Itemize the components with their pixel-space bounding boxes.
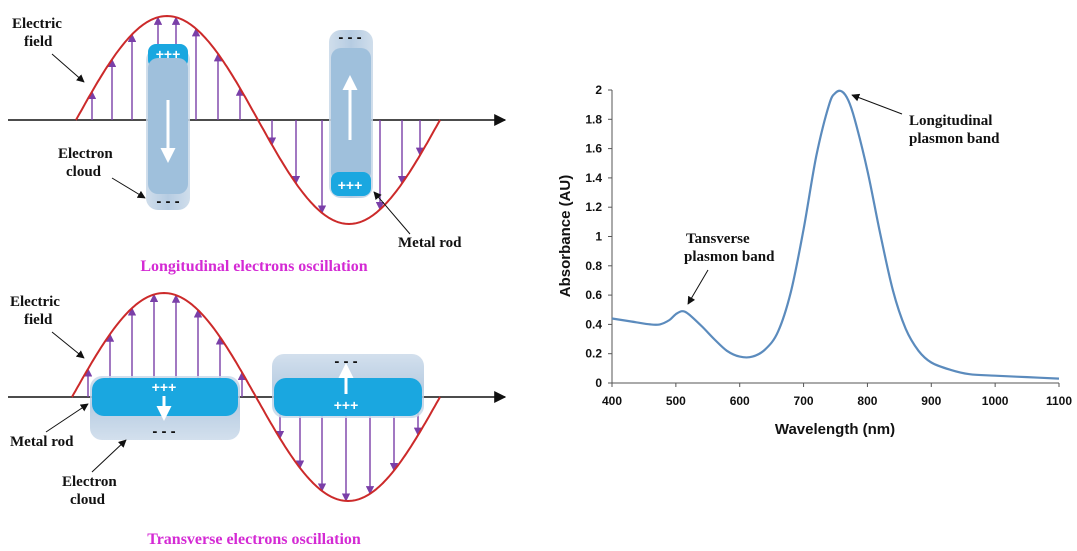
longitudinal-rod-left: +++ - - - <box>146 44 190 210</box>
metal-rod-pointer <box>45 403 89 433</box>
longitudinal-wave <box>75 14 441 226</box>
positive-charge-label: +++ <box>334 397 359 413</box>
metal-rod-label: Metal rod <box>398 235 462 251</box>
y-tick-label: 2 <box>595 83 602 97</box>
metal-rod-label: Metal rod <box>10 434 74 450</box>
y-tick-label: 1.4 <box>585 171 602 185</box>
y-tick-label: 0 <box>595 376 602 390</box>
electron-cloud-label-line2: cloud <box>70 492 106 508</box>
spectrum-line <box>611 89 1060 380</box>
electric-field-label-line2: field <box>24 34 53 50</box>
longitudinal-panel: +++ - - - - - - +++ Electric field Elect… <box>8 14 507 275</box>
x-tick-label: 400 <box>602 394 622 408</box>
rod-core-shape <box>274 378 422 416</box>
x-tick-label: 1000 <box>982 394 1009 408</box>
x-tick-label: 500 <box>666 394 686 408</box>
electric-field-label-line2: field <box>24 312 53 328</box>
longitudinal-caption: Longitudinal electrons oscillation <box>140 258 367 275</box>
transverse-band-label-line1: Tansverse <box>686 231 750 247</box>
longitudinal-band-label-line1: Longitudinal <box>909 113 992 129</box>
transverse-band-label-line2: plasmon band <box>684 249 775 265</box>
longitudinal-band-pointer <box>851 93 903 115</box>
y-tick-label: 0.2 <box>585 347 602 361</box>
negative-charge-label: - - - <box>334 353 357 370</box>
y-ticks: 0 0.2 0.4 0.6 0.8 1 1.2 1.4 1.6 1.8 2 <box>585 83 612 390</box>
x-axis-title: Wavelength (nm) <box>775 421 895 438</box>
transverse-band-pointer <box>687 269 709 305</box>
x-tick-label: 700 <box>794 394 814 408</box>
x-ticks: 400 500 600 700 800 900 1000 1100 <box>602 383 1072 408</box>
longitudinal-rod-right: - - - +++ <box>329 29 373 198</box>
transverse-wave <box>71 291 441 503</box>
electric-field-pointer <box>51 53 85 83</box>
electron-cloud-label-line2: cloud <box>66 164 102 180</box>
positive-charge-label: +++ <box>338 177 363 193</box>
x-tick-label: 600 <box>730 394 750 408</box>
electron-cloud-pointer <box>111 177 146 199</box>
transverse-rod-left: +++ - - - <box>90 376 240 440</box>
x-tick-label: 900 <box>921 394 941 408</box>
y-tick-label: 1.2 <box>585 200 602 214</box>
electric-field-pointer <box>51 331 85 359</box>
absorbance-chart: 400 500 600 700 800 900 1000 1100 0 0.2 0.4 0.6 0.8… <box>557 83 1072 438</box>
y-tick-label: 1.8 <box>585 112 602 126</box>
transverse-panel: +++ - - - - - - +++ Electric field Metal… <box>8 291 507 548</box>
electron-cloud-label-line1: Electron <box>58 146 113 162</box>
negative-charge-label: - - - <box>152 423 175 440</box>
y-axis-title: Absorbance (AU) <box>557 175 574 298</box>
x-tick-label: 1100 <box>1046 394 1072 408</box>
rod-core-shape <box>331 172 371 196</box>
electric-field-label-line1: Electric <box>12 16 62 32</box>
x-tick-label: 800 <box>857 394 877 408</box>
transverse-rod-right: - - - +++ <box>272 353 424 418</box>
metal-rod-pointer <box>373 191 411 235</box>
y-tick-label: 1 <box>595 230 602 244</box>
y-tick-label: 0.4 <box>585 317 602 331</box>
longitudinal-band-label-line2: plasmon band <box>909 131 1000 147</box>
positive-charge-label: +++ <box>156 46 181 62</box>
y-tick-label: 0.8 <box>585 259 602 273</box>
negative-charge-label: - - - <box>338 29 361 46</box>
y-tick-label: 1.6 <box>585 142 602 156</box>
transverse-caption: Transverse electrons oscillation <box>147 531 361 548</box>
electron-cloud-label-line1: Electron <box>62 474 117 490</box>
electron-cloud-pointer <box>91 439 127 473</box>
y-tick-label: 0.6 <box>585 288 602 302</box>
positive-charge-label: +++ <box>152 379 177 395</box>
negative-charge-label: - - - <box>156 193 179 210</box>
electric-field-label-line1: Electric <box>10 294 60 310</box>
